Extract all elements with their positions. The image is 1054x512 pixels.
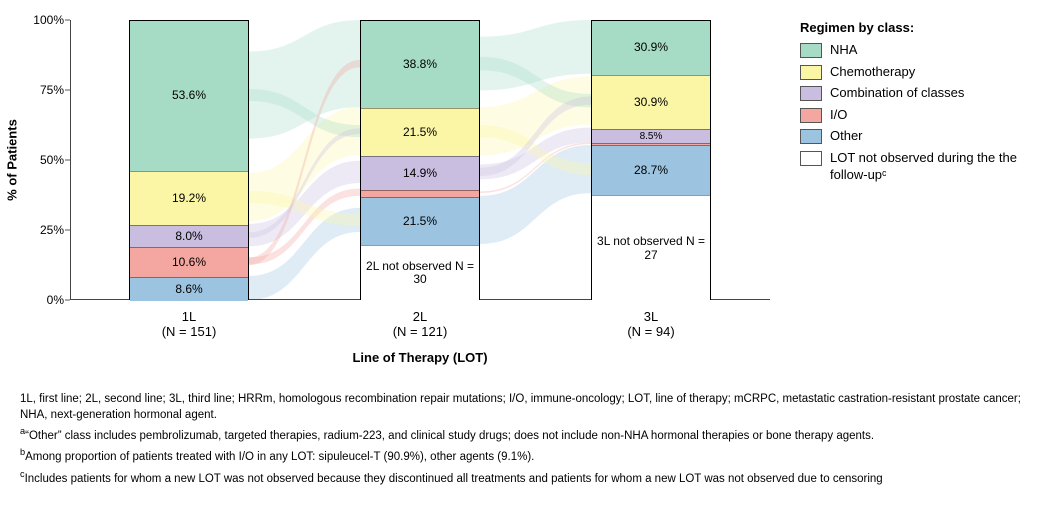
y-tick-label: 100% [33,13,64,27]
bars-container: 53.6%19.2%8.0%10.6%8.6%1L(N = 151)38.8%2… [70,20,770,300]
legend-label: Combination of classes [830,84,964,102]
footnote-abbrev: 1L, first line; 2L, second line; 3L, thi… [20,392,1034,423]
bar-x-label: 1L(N = 151) [162,309,217,339]
legend-label: LOT not observed during the the follow-u… [830,149,1040,184]
legend-swatch [800,151,822,166]
legend-swatch [800,108,822,123]
stacked-bar: 53.6%19.2%8.0%10.6%8.6%1L(N = 151) [129,20,249,300]
segment-label: 21.5% [403,126,437,139]
segment-label: 38.8% [403,58,437,71]
bar-segment: 38.8% [361,21,479,108]
bar-segment: 28.7% [592,145,710,195]
bar-segment: 53.6% [130,21,248,171]
legend-label: NHA [830,41,857,59]
legend-swatch [800,65,822,80]
bar-segment: 2L not observed N = 30 [361,245,479,301]
legend-label: Other [830,127,863,145]
segment-label: 19.2% [172,192,206,205]
y-tick-label: 25% [40,223,64,237]
y-tick-label: 75% [40,83,64,97]
segment-label: 14.9% [403,167,437,180]
bar-segment: 3L not observed N = 27 [592,195,710,301]
segment-label: 10.6% [172,256,206,269]
bar-segment: 19.2% [130,171,248,225]
y-tick-label: 0% [47,293,64,307]
legend: Regimen by class: NHA Chemotherapy Combina… [800,20,1040,188]
y-axis-label: % of Patients [5,119,20,201]
segment-label: 8.5% [640,131,663,142]
chart-plot-area: 53.6%19.2%8.0%10.6%8.6%1L(N = 151)38.8%2… [70,20,770,300]
legend-swatch [800,86,822,101]
bar-x-label: 3L(N = 94) [627,309,674,339]
stacked-bar: 38.8% 21.5% 14.9% 21.5% 2L not observed N = … [360,20,480,300]
bar-segment: 30.9% [592,21,710,75]
segment-label: 30.9% [634,41,668,54]
footnote-a: a“Other” class includes pembrolizumab, t… [20,425,1034,444]
legend-swatch [800,43,822,58]
x-axis-title: Line of Therapy (LOT) [352,350,487,365]
bar-segment: 8.0% [130,225,248,247]
bar-segment: 10.6% [130,247,248,277]
segment-label: 28.7% [634,164,668,177]
segment-label: 3L not observed N = 27 [596,235,706,261]
legend-item: LOT not observed during the the follow-u… [800,149,1040,184]
footnote-c: cIncludes patients for whom a new LOT wa… [20,468,1034,487]
segment-label: 8.6% [175,283,202,296]
bar-x-label: 2L(N = 121) [393,309,448,339]
legend-swatch [800,129,822,144]
legend-item: Combination of classes [800,84,1040,102]
segment-label: 53.6% [172,89,206,102]
bar-segment: 8.6% [130,277,248,301]
legend-item: Other [800,127,1040,145]
legend-title: Regimen by class: [800,20,1040,35]
bar-segment [361,190,479,197]
segment-label: 30.9% [634,96,668,109]
legend-item: Chemotherapy [800,63,1040,81]
y-axis-ticks: 0%25%50%75%100% [30,20,70,300]
segment-label: 2L not observed N = 30 [365,260,475,286]
legend-item: I/O [800,106,1040,124]
legend-label: Chemotherapy [830,63,915,81]
footnote-b: bAmong proportion of patients treated wi… [20,446,1034,465]
legend-item: NHA [800,41,1040,59]
bar-segment: 21.5% [361,108,479,156]
legend-label: I/O [830,106,847,124]
bar-segment: 30.9% [592,75,710,129]
footnotes: 1L, first line; 2L, second line; 3L, thi… [20,392,1034,489]
stacked-bar: 30.9% 30.9% 8.5% 28.7% 3L not observed N = 2… [591,20,711,300]
segment-label: 21.5% [403,215,437,228]
segment-label: 8.0% [175,230,202,243]
bar-segment: 21.5% [361,197,479,245]
y-tick-label: 50% [40,153,64,167]
bar-segment: 8.5% [592,129,710,144]
bar-segment: 14.9% [361,156,479,189]
